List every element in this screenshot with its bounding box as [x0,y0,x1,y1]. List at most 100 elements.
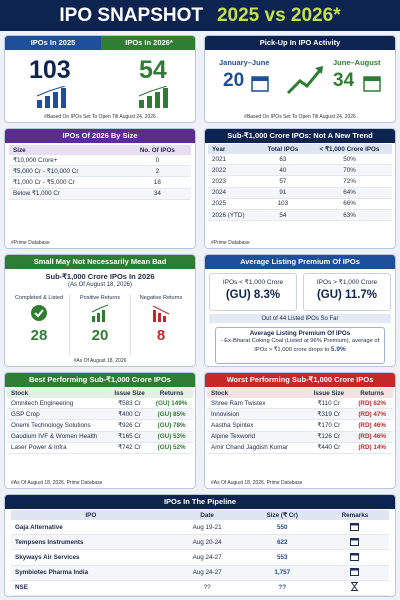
cell: 2021 [208,154,259,166]
table-row: Innovision ₹319 Cr (RD) 47% [207,408,393,421]
title: IPO SNAPSHOT [59,4,203,26]
stat: Negative Returns 8 [131,295,191,355]
table-grid: Size No. Of IPOs ₹10,000 Crore+ 0 ₹5,000 Cr … [9,145,191,200]
worst-panel: Worst Performing Sub-₹1,000 Crore IPOs S… [204,372,396,489]
by-size-panel: IPOs Of 2026 By Size Size No. Of IPOs ₹10,… [4,128,196,249]
cell: Below ₹1,000 Cr [9,188,124,200]
premium-panel: Average Listing Premium Of IPOs IPOs < ₹… [204,254,396,367]
callout: Average Listing Premium Of IPOs - Ex-Bha… [215,327,385,364]
table-row: Omnitech Engineering ₹583 Cr (GU) 149% [7,398,193,410]
icon [251,76,269,92]
cell: 2024 [208,187,259,199]
value: 20 [223,70,245,91]
header-row: Year Total IPOs < ₹1,000 Crore IPOs [208,144,392,154]
cell: ₹5,000 Cr - ₹10,000 Cr [9,165,124,178]
cell: (RD) 46% [351,419,393,432]
column-header: Date [200,511,214,519]
header-row: Stock Issue Size Returns [207,388,393,398]
table-row: Alpine Texworld ₹126 Cr (RD) 46% [207,431,393,443]
column-header: Stock [211,389,229,397]
stats: Completed & Listed 28 Positive Returns 2… [9,295,191,355]
label: June–August [333,58,381,67]
cell: Aug 24-27 [170,549,244,566]
panel-title: Small May Not Necessarily Mean Bad [5,255,195,269]
cell: Amir Chand Jagdish Kumar [207,442,307,454]
column-header: Total IPOs [267,145,299,153]
cell: Symbiotec Pharma India [11,565,171,581]
cell: (GU) 53% [150,431,193,443]
cell: (RD) 62% [351,398,393,410]
note: #Based On IPOs Set To Open Till August 2… [244,114,356,120]
cell: Aug 19-21 [170,520,244,536]
cell: 2022 [208,164,259,177]
cell: 2025 [208,198,259,210]
icon [138,86,168,108]
table-row: 2021 63 50% [208,154,392,166]
remark-icon [320,520,389,536]
cell: 0 [123,155,191,167]
icon [363,76,381,92]
value: 20 [91,327,109,344]
trend-panel: Sub-₹1,000 Crore IPOs: Not A New Trend Y… [204,128,396,249]
value: (GU) 8.3% [225,289,281,301]
cell: 50% [307,154,392,166]
cell: 18 [123,176,191,189]
column-header: Year [212,145,226,153]
table-row: Aastha Spintex ₹170 Cr (RD) 46% [207,419,393,432]
table-row: Shree Ram Twistex ₹110 Cr (RD) 62% [207,398,393,410]
value: 34 [333,70,355,91]
arrow [286,66,323,95]
cell: ₹170 Cr [306,419,352,432]
cell: 103 [258,198,308,210]
subtitle: 2025 vs 2026* [216,4,341,26]
table-row: 2026 (YTD) 54 63% [208,209,392,222]
table: Year Total IPOs < ₹1,000 Crore IPOs 2021 63 5… [205,143,395,222]
value: (GU) 11.7% [316,289,378,301]
cell: 70% [307,164,392,177]
cell: 72% [307,175,392,188]
table-row: 2024 91 64% [208,187,392,199]
table-row: Tempsens Instruments Aug 20-24 622 [11,534,389,551]
icon [152,305,170,322]
label: Positive Returns [79,295,121,301]
cell: ₹126 Cr [306,431,352,443]
panel-title: Sub-₹1,000 Crore IPOs: Not A New Trend [205,129,395,143]
cell: (GU) 52% [150,442,193,454]
cell: Omnitech Engineering [7,398,109,410]
cell: 63 [258,154,308,166]
value: 54 [139,56,167,84]
cell: Onemi Technology Solutions [7,419,109,432]
table-row: Amir Chand Jagdish Kumar ₹440 Cr (RD) 14% [207,442,393,454]
cell: ₹926 Cr [108,419,151,432]
column-header: Size (₹ Cr) [266,511,298,519]
table-row: Onemi Technology Solutions ₹926 Cr (GU) 78… [7,419,193,432]
cell: 2 [123,165,191,178]
panel-title: Average Listing Premium Of IPOs [205,255,395,269]
date: (As Of August 18, 2026) [67,282,133,288]
cell: Alpine Texworld [207,431,307,443]
table-row: 2023 57 72% [208,175,392,188]
icon [31,305,47,321]
cell: Skyways Air Services [11,549,171,566]
column-header: Issue Size [313,389,345,397]
table-row: ₹10,000 Crore+ 0 [9,155,191,167]
group: IPOs > ₹1,000 Crore (GU) 11.7% [303,273,391,311]
cell: ₹110 Cr [306,398,352,410]
subtitle: Sub-₹1,000 Crore IPOs In 2026 [45,272,155,281]
table-row: 2022 40 70% [208,164,392,177]
column-header: No. Of IPOs [139,146,175,154]
group: IPOs < ₹1,000 Crore (GU) 8.3% [209,273,297,311]
cell: NSE [11,580,171,596]
value: 5.9% [330,345,346,353]
note: Out of 44 Listed IPOs So Far [209,314,391,323]
callout-title: Average Listing Premium Of IPOs [249,330,351,337]
cell: Gaja Alternative [11,520,171,536]
cell: Innovision [207,408,307,421]
cell: 550 [243,520,321,536]
cell: (GU) 78% [150,419,193,432]
cell: Aug 24-27 [170,565,244,581]
remark-icon [320,565,389,581]
cell: 57 [258,175,308,188]
table-grid: Stock Issue Size Returns Omnitech Engineeri… [7,388,193,454]
cell: Aug 20-24 [170,534,244,551]
